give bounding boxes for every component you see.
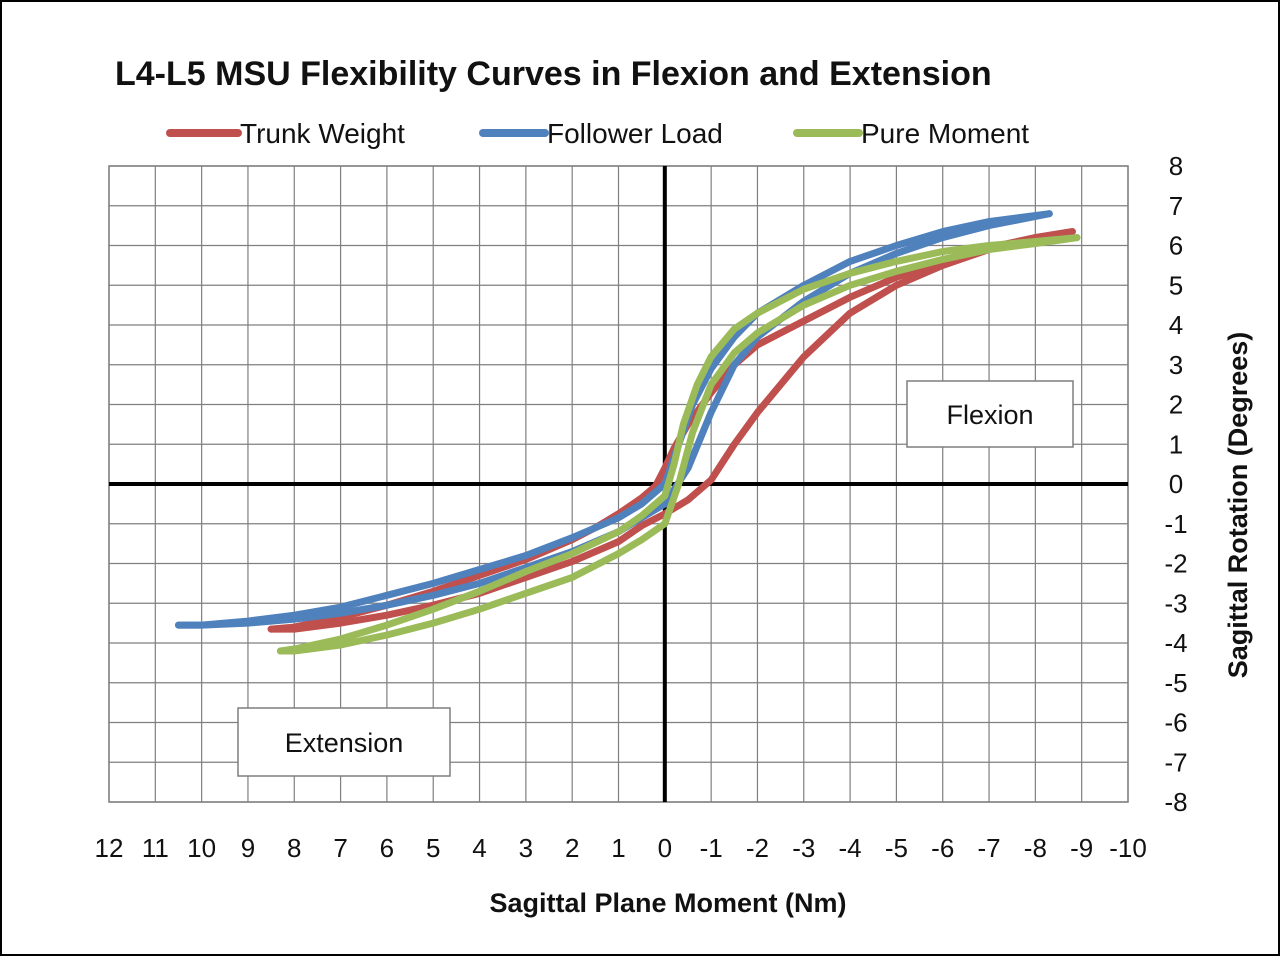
annotation-label: Flexion: [946, 400, 1033, 430]
annotation-box: [906, 380, 1074, 448]
x-tick-label: -1: [700, 833, 723, 863]
series-pure-moment: [276, 234, 1081, 655]
y-tick-label: 5: [1169, 270, 1183, 300]
x-tick-label: 0: [658, 833, 672, 863]
x-tick-label: -2: [746, 833, 769, 863]
y-tick-label: 0: [1169, 469, 1183, 499]
x-tick-label: 12: [95, 833, 124, 863]
x-tick-label: 8: [287, 833, 301, 863]
legend-label: Pure Moment: [861, 118, 1029, 149]
y-tick-label: -4: [1164, 628, 1187, 658]
x-tick-label: 11: [142, 833, 169, 863]
y-tick-label: 2: [1169, 390, 1183, 420]
legend-item-trunk-weight: Trunk Weight: [166, 118, 405, 149]
y-tick-label: -1: [1164, 509, 1187, 539]
x-tick-label: 7: [333, 833, 347, 863]
y-tick-label: 1: [1169, 429, 1183, 459]
x-tick-label: -10: [1109, 833, 1147, 863]
x-tick-label: 10: [187, 833, 216, 863]
series-trunk-weight-loading-line: [267, 228, 1076, 633]
x-tick-label: -5: [885, 833, 908, 863]
x-tick-label: -8: [1024, 833, 1047, 863]
annotation-box: [237, 707, 451, 777]
x-tick-label: -6: [931, 833, 954, 863]
y-tick-label: -7: [1164, 747, 1187, 777]
x-tick-label: 9: [241, 833, 255, 863]
series-pure-moment-unloading-line: [276, 234, 1081, 655]
series-layer: [175, 210, 1081, 655]
x-tick-label: -9: [1070, 833, 1093, 863]
x-tick-label: -7: [977, 833, 1000, 863]
annotations: Flexion Extension: [237, 380, 1074, 777]
y-tick-label: 8: [1169, 151, 1183, 181]
x-tick-label: 5: [426, 833, 440, 863]
y-tick-label: 3: [1169, 350, 1183, 380]
series-pure-moment-loading-line: [276, 234, 1081, 655]
annotation-extension: Extension: [237, 707, 451, 777]
annotation-label: Extension: [285, 728, 404, 758]
y-tick-label: -5: [1164, 668, 1187, 698]
y-tick-label: -8: [1164, 787, 1187, 817]
y-tick-label: 4: [1169, 310, 1183, 340]
y-tick-label: -3: [1164, 588, 1187, 618]
x-tick-label: -3: [792, 833, 815, 863]
series-trunk-weight-unloading-line: [267, 228, 1076, 633]
legend-item-pure-moment: Pure Moment: [793, 118, 1029, 149]
annotation-flexion: Flexion: [906, 380, 1074, 448]
x-axis-title: Sagittal Plane Moment (Nm): [489, 888, 846, 918]
legend-item-follower-load: Follower Load: [479, 118, 723, 149]
x-tick-label: 3: [519, 833, 533, 863]
legend-label: Follower Load: [547, 118, 723, 149]
y-axis-title: Sagittal Rotation (Degrees): [1223, 332, 1253, 679]
y-tick-labels: 8 7 6 5 4 3 2 1 0 -1 -2 -3 -4 -5 -6 -7 -8: [1164, 151, 1187, 817]
chart-title: L4-L5 MSU Flexibility Curves in Flexion …: [115, 55, 992, 93]
x-tick-label: 1: [611, 833, 625, 863]
y-tick-label: 6: [1169, 231, 1183, 261]
x-tick-label: 2: [565, 833, 579, 863]
legend-label: Trunk Weight: [240, 118, 405, 149]
x-tick-labels: 12 11 10 9 8 7 6 5 4 3 2 1 0 -1 -2 -3 -4 -5 -6 -7 -8 -9 -10: [95, 833, 1147, 863]
y-tick-label: -2: [1164, 549, 1187, 579]
x-tick-label: 4: [472, 833, 486, 863]
legend: Trunk Weight Follower Load Pure Moment: [166, 118, 1029, 149]
series-trunk-weight: [267, 228, 1076, 633]
y-tick-label: -6: [1164, 708, 1187, 738]
series-follower-load-loading-line: [175, 210, 1053, 629]
x-tick-label: 6: [380, 833, 394, 863]
x-tick-label: -4: [839, 833, 862, 863]
y-tick-label: 7: [1169, 191, 1183, 221]
